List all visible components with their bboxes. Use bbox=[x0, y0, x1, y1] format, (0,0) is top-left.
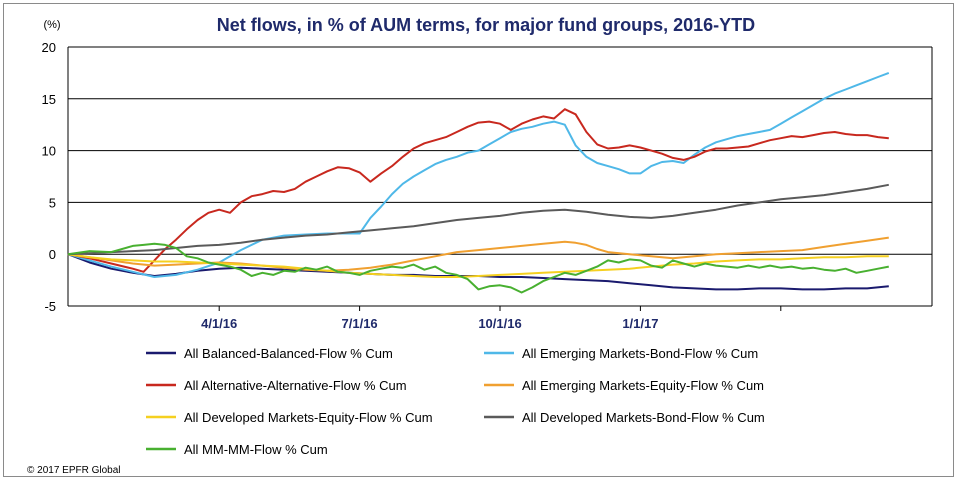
legend-label: All Alternative-Alternative-Flow % Cum bbox=[184, 378, 407, 393]
chart-frame bbox=[3, 3, 954, 477]
legend-item: All Developed Markets-Bond-Flow % Cum bbox=[484, 410, 765, 425]
series-line-all-mm-mm-flow-cum bbox=[67, 242, 889, 294]
chart-title: Net flows, in % of AUM terms, for major … bbox=[217, 15, 755, 35]
y-tick-label: 0 bbox=[49, 247, 56, 262]
legend-label: All Balanced-Balanced-Flow % Cum bbox=[184, 346, 393, 361]
legend-item: All Emerging Markets-Equity-Flow % Cum bbox=[484, 378, 764, 393]
y-tick-label: -5 bbox=[44, 299, 56, 314]
legend-label: All Emerging Markets-Bond-Flow % Cum bbox=[522, 346, 758, 361]
grid bbox=[68, 46, 932, 307]
y-tick-label: 5 bbox=[49, 195, 56, 210]
x-tick-label: 1/1/17 bbox=[622, 316, 658, 331]
legend-label: All MM-MM-Flow % Cum bbox=[184, 442, 328, 457]
axes: -5 0 5 10 15 20 4/1/16 7/1/16 10/1/16 1/1/17 bbox=[42, 40, 933, 331]
series-line-all-developed-markets-bond-flow-cum bbox=[67, 183, 889, 256]
y-axis-unit: (%) bbox=[43, 19, 60, 31]
series-group bbox=[67, 71, 890, 294]
legend-item: All Balanced-Balanced-Flow % Cum bbox=[146, 346, 393, 361]
x-tick-label: 7/1/16 bbox=[342, 316, 378, 331]
legend-item: All Alternative-Alternative-Flow % Cum bbox=[146, 378, 407, 393]
series-line-all-alternative-alternative-flow-cum bbox=[67, 108, 889, 273]
legend: All Balanced-Balanced-Flow % Cum All Emer… bbox=[146, 346, 765, 457]
legend-item: All MM-MM-Flow % Cum bbox=[146, 442, 328, 457]
y-tick-label: 10 bbox=[42, 144, 56, 159]
series-line-all-developed-markets-equity-flow-cum bbox=[67, 253, 889, 278]
y-tick-label: 20 bbox=[42, 40, 56, 55]
legend-label: All Developed Markets-Bond-Flow % Cum bbox=[522, 410, 765, 425]
copyright-text: © 2017 EPFR Global bbox=[27, 465, 121, 476]
legend-item: All Developed Markets-Equity-Flow % Cum bbox=[146, 410, 433, 425]
series-line-all-emerging-markets-bond-flow-cum bbox=[67, 71, 890, 278]
x-tick-label: 4/1/16 bbox=[201, 316, 237, 331]
y-tick-label: 15 bbox=[42, 92, 56, 107]
legend-label: All Developed Markets-Equity-Flow % Cum bbox=[184, 410, 433, 425]
x-tick-label: 10/1/16 bbox=[478, 316, 521, 331]
legend-label: All Emerging Markets-Equity-Flow % Cum bbox=[522, 378, 764, 393]
legend-item: All Emerging Markets-Bond-Flow % Cum bbox=[484, 346, 758, 361]
